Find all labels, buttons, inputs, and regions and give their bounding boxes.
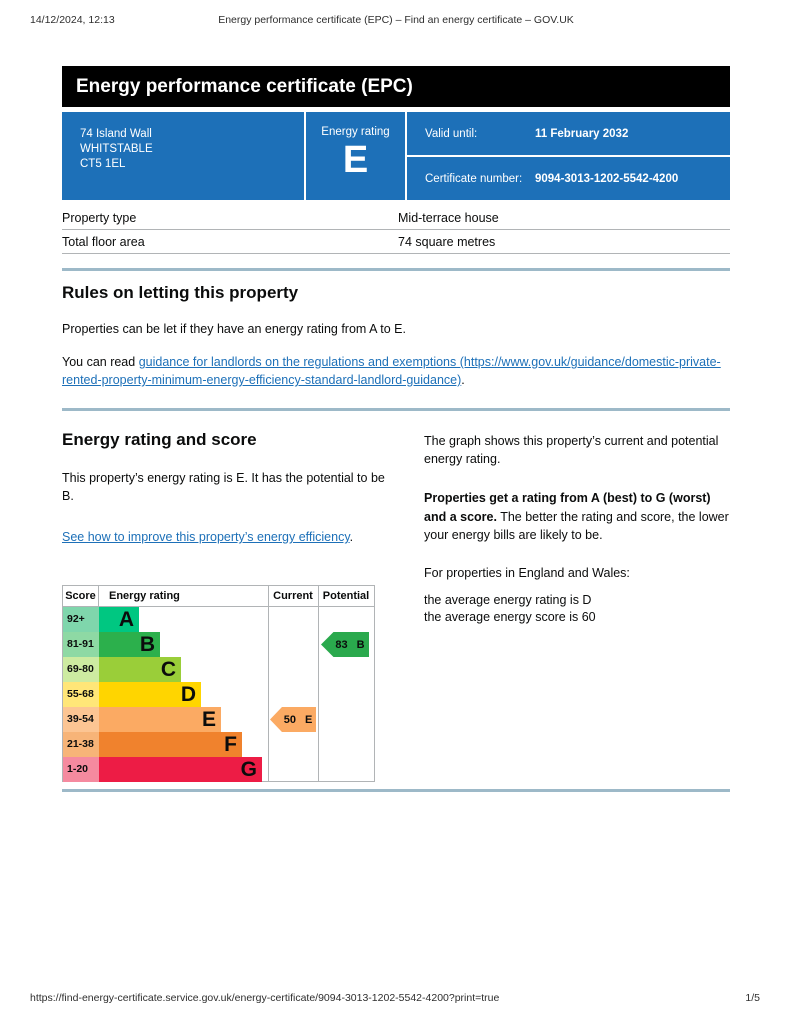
- band-score-range: 1-20: [63, 757, 99, 782]
- improve-link-suffix: .: [349, 530, 354, 544]
- certificate-number-value: 9094-3013-1202-5542-4200: [535, 172, 679, 185]
- guidance-suffix: .: [461, 373, 465, 387]
- band-letter: D: [180, 682, 196, 706]
- improve-efficiency-link[interactable]: See how to improve this property’s energ…: [62, 530, 350, 544]
- epc-band-row: 55-68 D: [63, 682, 374, 707]
- rating-explainer-paragraph: Properties get a rating from A (best) to…: [424, 489, 736, 545]
- band-bar-d: D: [99, 682, 201, 707]
- property-address: 74 Island Wall WHITSTABLE CT5 1EL: [62, 112, 304, 200]
- section-divider: [62, 789, 730, 792]
- current-column-line: [268, 586, 269, 781]
- print-url: https://find-energy-certificate.service.…: [30, 992, 500, 1004]
- rules-guidance-paragraph: You can read guidance for landlords on t…: [62, 353, 730, 389]
- property-facts-table: Property type Mid-terrace house Total fl…: [62, 206, 730, 254]
- band-letter: B: [139, 632, 155, 656]
- current-column-header: Current: [273, 590, 313, 602]
- validity-panel: Valid until: 11 February 2032 Certificat…: [407, 112, 730, 200]
- marker-score: 83: [335, 638, 348, 651]
- rating-section-heading: Energy rating and score: [62, 430, 257, 449]
- summary-divider: [304, 112, 306, 200]
- england-wales-paragraph: For properties in England and Wales:: [424, 566, 630, 580]
- band-bar-a: A: [99, 607, 139, 632]
- band-letter: F: [224, 732, 237, 756]
- energy-rating-label: Energy rating: [321, 126, 390, 138]
- energy-rating-panel: Energy rating E: [306, 112, 405, 200]
- landlord-guidance-link[interactable]: guidance for landlords on the regulation…: [62, 355, 721, 387]
- epc-band-row: 21-38 F: [63, 732, 374, 757]
- epc-band-row: 39-54 E: [63, 707, 374, 732]
- energy-rating-column-header: Energy rating: [109, 590, 180, 602]
- rating-summary-paragraph: This property’s energy rating is E. It h…: [62, 471, 385, 503]
- address-line-2: WHITSTABLE: [80, 143, 153, 155]
- potential-column-line: [318, 586, 319, 781]
- marker-rating: B: [356, 638, 365, 651]
- valid-until-value: 11 February 2032: [535, 127, 629, 140]
- band-bar-c: C: [99, 657, 181, 682]
- rules-paragraph: Properties can be let if they have an en…: [62, 322, 406, 336]
- floor-area-label: Total floor area: [62, 234, 145, 249]
- valid-until-row: Valid until: 11 February 2032: [407, 112, 730, 155]
- band-bar-b: B: [99, 632, 160, 657]
- floor-area-value: 74 square metres: [398, 234, 496, 249]
- certificate-number-row: Certificate number: 9094-3013-1202-5542-…: [407, 157, 730, 200]
- improve-efficiency-paragraph: See how to improve this property’s energ…: [62, 528, 362, 546]
- epc-band-rows: 92+ A 81-91 B 69-80 C 55-68 D 39-54 E 21-38 F 1-20 G: [63, 607, 374, 782]
- score-column-header: Score: [63, 586, 99, 607]
- epc-band-row: 92+ A: [63, 607, 374, 632]
- certificate-number-label: Certificate number:: [425, 172, 523, 185]
- band-letter: E: [201, 707, 216, 731]
- band-score-range: 81-91: [63, 632, 99, 657]
- potential-column-header: Potential: [322, 590, 370, 602]
- rating-explainer-rest: The better the rating and score, the low…: [424, 509, 729, 543]
- band-score-range: 21-38: [63, 732, 99, 757]
- band-score-range: 55-68: [63, 682, 99, 707]
- property-type-label: Property type: [62, 210, 137, 225]
- average-score-line: the average energy score is 60: [424, 610, 596, 624]
- print-page-number: 1/5: [745, 992, 760, 1004]
- band-score-range: 69-80: [63, 657, 99, 682]
- averages-paragraph: the average energy rating is D the avera…: [424, 592, 736, 626]
- summary-divider: [407, 155, 730, 157]
- epc-graph: Score Energy rating Current Potential 92…: [62, 585, 375, 782]
- valid-until-label: Valid until:: [425, 127, 478, 140]
- address-line-1: 74 Island Wall: [80, 128, 152, 140]
- table-row: Property type Mid-terrace house: [62, 206, 730, 230]
- energy-rating-value: E: [342, 139, 369, 181]
- print-datetime: 14/12/2024, 12:13: [30, 14, 115, 26]
- rating-explainer-bold: Properties get a rating from A (best) to…: [424, 491, 711, 524]
- epc-band-row: 69-80 C: [63, 657, 374, 682]
- table-row: Total floor area 74 square metres: [62, 230, 730, 254]
- summary-divider: [405, 112, 407, 200]
- band-score-range: 39-54: [63, 707, 99, 732]
- property-type-value: Mid-terrace house: [398, 210, 499, 225]
- print-document-title: Energy performance certificate (EPC) – F…: [218, 14, 574, 26]
- page-title: Energy performance certificate (EPC): [62, 66, 730, 107]
- epc-band-row: 1-20 G: [63, 757, 374, 782]
- average-rating-line: the average energy rating is D: [424, 593, 592, 607]
- address-line-3: CT5 1EL: [80, 158, 126, 170]
- epc-band-row: 81-91 B: [63, 632, 374, 657]
- rules-section-heading: Rules on letting this property: [62, 283, 299, 302]
- guidance-prefix: You can read: [62, 355, 139, 369]
- band-letter: G: [240, 757, 257, 781]
- band-letter: A: [118, 607, 134, 631]
- certificate-summary-box: 74 Island Wall WHITSTABLE CT5 1EL Energy…: [62, 112, 730, 200]
- band-bar-g: G: [99, 757, 262, 782]
- epc-graph-header: Score Energy rating Current Potential: [63, 586, 374, 607]
- band-letter: C: [160, 657, 176, 681]
- section-divider: [62, 408, 730, 411]
- band-bar-f: F: [99, 732, 242, 757]
- band-score-range: 92+: [63, 607, 99, 632]
- graph-description-paragraph: The graph shows this property’s current …: [424, 434, 719, 466]
- section-divider: [62, 268, 730, 271]
- band-bar-e: E: [99, 707, 221, 732]
- marker-rating: E: [304, 713, 313, 726]
- marker-score: 50: [283, 713, 296, 726]
